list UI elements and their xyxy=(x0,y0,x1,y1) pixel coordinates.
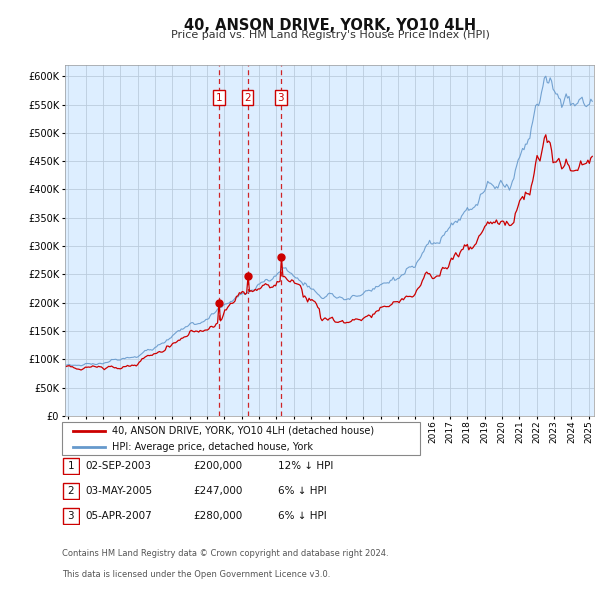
Text: 03-MAY-2005: 03-MAY-2005 xyxy=(86,486,153,496)
Text: 12% ↓ HPI: 12% ↓ HPI xyxy=(278,461,333,471)
Text: 1: 1 xyxy=(67,461,74,471)
Text: £280,000: £280,000 xyxy=(194,511,243,520)
Text: 40, ANSON DRIVE, YORK, YO10 4LH: 40, ANSON DRIVE, YORK, YO10 4LH xyxy=(184,18,476,32)
Text: Contains HM Land Registry data © Crown copyright and database right 2024.: Contains HM Land Registry data © Crown c… xyxy=(62,549,388,558)
Text: Price paid vs. HM Land Registry's House Price Index (HPI): Price paid vs. HM Land Registry's House … xyxy=(170,30,490,40)
Text: 3: 3 xyxy=(278,93,284,103)
FancyBboxPatch shape xyxy=(62,507,79,524)
Text: £200,000: £200,000 xyxy=(194,461,243,471)
FancyBboxPatch shape xyxy=(62,458,79,474)
Text: 2: 2 xyxy=(244,93,251,103)
Text: 40, ANSON DRIVE, YORK, YO10 4LH (detached house): 40, ANSON DRIVE, YORK, YO10 4LH (detache… xyxy=(112,426,374,436)
FancyBboxPatch shape xyxy=(62,422,420,455)
Text: This data is licensed under the Open Government Licence v3.0.: This data is licensed under the Open Gov… xyxy=(62,571,330,579)
Text: 1: 1 xyxy=(215,93,222,103)
FancyBboxPatch shape xyxy=(62,483,79,499)
Text: 2: 2 xyxy=(67,486,74,496)
Text: 05-APR-2007: 05-APR-2007 xyxy=(86,511,152,520)
Text: HPI: Average price, detached house, York: HPI: Average price, detached house, York xyxy=(112,442,313,452)
Text: 02-SEP-2003: 02-SEP-2003 xyxy=(86,461,152,471)
Text: 3: 3 xyxy=(67,511,74,520)
Text: £247,000: £247,000 xyxy=(194,486,243,496)
Text: 6% ↓ HPI: 6% ↓ HPI xyxy=(278,511,326,520)
Text: 6% ↓ HPI: 6% ↓ HPI xyxy=(278,486,326,496)
